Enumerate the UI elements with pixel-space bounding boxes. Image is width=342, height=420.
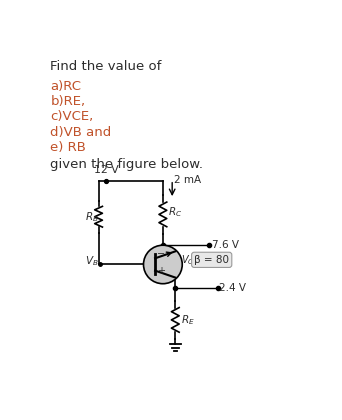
Text: c)VCE,: c)VCE,	[51, 110, 94, 123]
Text: −: −	[157, 249, 165, 259]
Text: $R_B$: $R_B$	[84, 210, 98, 223]
Text: 2.4 V: 2.4 V	[220, 283, 247, 293]
Text: $V_B$: $V_B$	[84, 254, 98, 268]
Text: β = 80: β = 80	[194, 255, 229, 265]
Text: +: +	[157, 266, 165, 276]
Circle shape	[144, 245, 182, 284]
Text: $R_C$: $R_C$	[168, 205, 183, 219]
Text: Find the value of: Find the value of	[51, 60, 162, 73]
Text: $R_E$: $R_E$	[181, 313, 195, 327]
Text: d)VB and: d)VB and	[51, 126, 112, 139]
Text: 7.6 V: 7.6 V	[212, 240, 239, 250]
Text: given the figure below.: given the figure below.	[51, 158, 203, 171]
Text: 12 V: 12 V	[94, 165, 119, 175]
Text: $V_{CE}$: $V_{CE}$	[181, 253, 198, 267]
Text: e) RB: e) RB	[51, 141, 87, 154]
Text: a)RC: a)RC	[51, 80, 81, 93]
Text: 2 mA: 2 mA	[174, 175, 202, 185]
Text: b)RE,: b)RE,	[51, 95, 86, 108]
